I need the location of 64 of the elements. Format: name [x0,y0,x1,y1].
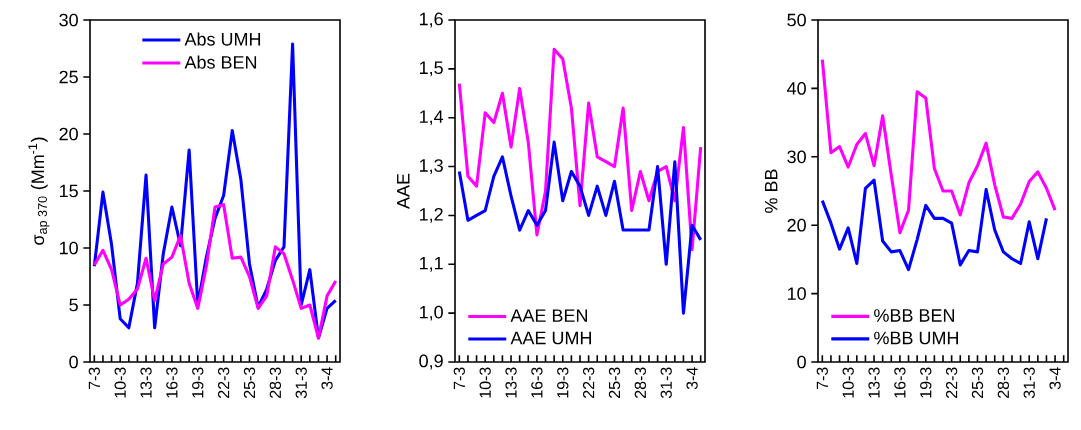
line-series [457,47,703,252]
x-tick-label: 22-3 [945,367,958,398]
legend-label: Abs UMH [184,32,261,46]
line-series [820,58,1057,235]
y-tick-label: 0 [797,355,806,369]
y-tick-label: 0 [69,355,78,369]
y-tick-label: 1,6 [419,12,443,28]
x-tick-label: 7-3 [816,367,828,390]
y-tick-label: 50 [787,13,806,27]
y-tick-label: 30 [787,150,806,164]
y-tick-label: 20 [787,218,806,232]
y-tick-label: 5 [69,298,78,312]
x-tick-label: 19-3 [920,367,932,398]
x-tick-label: 31-3 [660,367,672,399]
x-tick-label: 25-3 [608,367,621,398]
x-tick-label: 28-3 [269,367,281,398]
line-series [92,203,338,340]
legend-label: AAE UMH [510,331,591,345]
x-tick-label: 19-3 [557,367,569,398]
legend-label: %BB BEN [874,309,954,322]
legend-label: Abs BEN [184,55,257,69]
x-tick-label: 22-3 [217,367,230,398]
x-tick-label: 10-3 [842,367,854,398]
y-tick-label: 40 [787,82,806,95]
x-tick-label: 16-3 [531,367,543,398]
x-tick-label: 31-3 [1023,367,1035,399]
x-tick-label: 13-3 [505,367,517,398]
line-series [820,178,1048,272]
x-tick-label: 31-3 [295,367,307,399]
x-tick-label: 13-3 [140,367,152,398]
legend-label: %BB UMH [874,331,958,345]
legend-label: AAE BEN [510,309,587,322]
x-tick-label: 7-3 [453,367,465,390]
y-tick-label: 1,4 [419,110,444,126]
x-tick-label: 22-3 [582,367,595,398]
y-tick-label: 10 [787,287,806,300]
y-tick-label: 30 [59,13,78,27]
y-tick-label: 1,2 [419,208,443,223]
x-tick-label: 16-3 [894,367,906,398]
y-tick-label: 10 [59,241,78,255]
x-tick-label: 25-3 [971,367,984,398]
x-tick-label: 3-4 [686,367,698,390]
x-tick-label: 10-3 [479,367,491,398]
x-tick-label: 28-3 [997,367,1009,398]
x-tick-label: 3-4 [1049,367,1061,390]
x-tick-label: 16-3 [166,367,178,398]
y-tick-label: 1,1 [419,256,443,272]
y-axis-title: % BB [764,169,778,213]
y-tick-label: 1,5 [419,61,443,77]
x-tick-label: 25-3 [243,367,256,398]
x-tick-label: 10-3 [114,367,126,398]
x-tick-label: 7-3 [88,367,100,390]
x-tick-label: 13-3 [868,367,880,398]
y-tick-label: 0,9 [419,354,443,370]
y-tick-label: 20 [59,127,78,141]
y-axis-title: AAE [397,173,410,209]
y-tick-label: 25 [59,70,78,84]
y-tick-label: 1,3 [419,159,443,175]
y-tick-label: 15 [59,184,78,198]
x-tick-label: 28-3 [634,367,646,398]
x-tick-label: 3-4 [321,367,333,390]
x-tick-label: 19-3 [192,367,204,398]
y-axis-title: σ$_{ap 370}$ (Mm$^{-1}$) [28,137,50,245]
y-tick-label: 1,0 [419,305,443,321]
